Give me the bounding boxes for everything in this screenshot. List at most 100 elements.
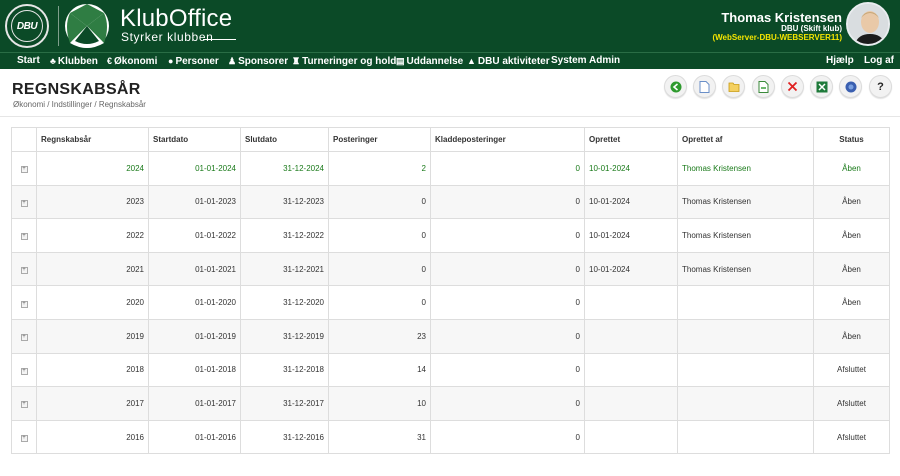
table-row[interactable]: +2023 01-01-2023 31-12-2023 0 0 10-01-2024 Tho… xyxy=(11,184,890,220)
nav-item-label: Uddannelse xyxy=(406,56,464,67)
graduation-cap-icon: ▲ xyxy=(467,56,476,66)
cell-oprettet: 10-01-2024 xyxy=(584,184,678,220)
row-expand-cell: + xyxy=(11,251,37,287)
table-row[interactable]: +2024 01-01-2024 31-12-2024 2 0 10-01-2024 Tho… xyxy=(11,151,890,186)
nav-item-turneringer[interactable]: ♜ Turneringer og hold xyxy=(292,54,396,69)
cell-status: Åben xyxy=(813,151,890,186)
delete-button[interactable] xyxy=(781,75,804,98)
cell-startdato: 01-01-2020 xyxy=(148,285,241,320)
nav-item-sponsorer[interactable]: ♟ Sponsorer xyxy=(228,54,288,69)
cell-posteringer: 23 xyxy=(328,318,431,354)
open-button[interactable] xyxy=(722,75,745,98)
table-row[interactable]: +2019 01-01-2019 31-12-2019 23 0 Åben xyxy=(11,318,890,354)
table-header-row: Regnskabsår Startdato Slutdato Postering… xyxy=(11,127,890,152)
switch-club-link[interactable]: DBU (Skift klub) xyxy=(781,24,842,33)
dbu-crest-logo[interactable]: DBU xyxy=(5,4,49,48)
nav-item-klubben[interactable]: ♣ Klubben xyxy=(50,54,98,69)
column-header-expand xyxy=(11,127,37,152)
cell-startdato: 01-01-2019 xyxy=(148,318,241,354)
excel-button[interactable] xyxy=(810,75,833,98)
help-button[interactable]: ? xyxy=(869,75,892,98)
nav-item-label: DBU aktiviteter xyxy=(477,56,550,67)
table-row[interactable]: +2022 01-01-2022 31-12-2022 0 0 10-01-2024 Tho… xyxy=(11,218,890,253)
cell-kladdeposteringer: 0 xyxy=(430,352,585,388)
column-header-posteringer[interactable]: Posteringer xyxy=(328,127,431,152)
nav-item-label: Start xyxy=(17,55,40,66)
cell-kladdeposteringer: 0 xyxy=(430,218,585,253)
cell-slutdato: 31-12-2017 xyxy=(240,386,329,421)
column-header-startdato[interactable]: Startdato xyxy=(148,127,241,152)
column-header-regnskabsar[interactable]: Regnskabsår xyxy=(36,127,149,152)
nav-item-start[interactable]: Start xyxy=(17,54,40,69)
row-expand-cell: + xyxy=(11,419,37,455)
column-header-kladdeposteringer[interactable]: Kladdeposteringer xyxy=(430,127,585,152)
expand-icon[interactable]: + xyxy=(20,233,28,241)
cell-posteringer: 0 xyxy=(328,251,431,287)
nav-item-log-af[interactable]: Log af xyxy=(864,54,894,69)
export-button[interactable] xyxy=(752,75,775,98)
nav-item-label: Turneringer og hold xyxy=(302,56,397,67)
cell-startdato: 01-01-2022 xyxy=(148,218,241,253)
table-row[interactable]: +2018 01-01-2018 31-12-2018 14 0 Afsluttet xyxy=(11,352,890,388)
expand-icon[interactable]: + xyxy=(20,199,28,207)
cell-oprettet-af: Thomas Kristensen xyxy=(677,251,814,287)
cell-posteringer: 2 xyxy=(328,151,431,186)
klubOffice-logo-icon[interactable] xyxy=(64,3,110,49)
column-header-oprettet-af[interactable]: Oprettet af xyxy=(677,127,814,152)
nav-item-personer[interactable]: ● Personer xyxy=(168,54,219,69)
nav-item-dbu-aktiviteter[interactable]: ▲ DBU aktiviteter xyxy=(467,54,550,69)
nav-item-system-admin[interactable]: System Admin xyxy=(551,54,620,69)
column-header-status[interactable]: Status xyxy=(813,127,890,152)
app-header: DBU KlubOffice Styrker klubben Thomas Kr… xyxy=(0,0,900,52)
cell-kladdeposteringer: 0 xyxy=(430,419,585,455)
row-expand-cell: + xyxy=(11,151,37,186)
new-button[interactable] xyxy=(693,75,716,98)
table-row[interactable]: +2021 01-01-2021 31-12-2021 0 0 10-01-2024 Tho… xyxy=(11,251,890,287)
cell-status: Afsluttet xyxy=(813,419,890,455)
table-row[interactable]: +2020 01-01-2020 31-12-2020 0 0 Åben xyxy=(11,285,890,320)
cell-oprettet-af xyxy=(677,318,814,354)
back-button[interactable] xyxy=(664,75,687,98)
sponsor-icon: ♟ xyxy=(228,56,237,66)
cell-slutdato: 31-12-2020 xyxy=(240,285,329,320)
row-expand-cell: + xyxy=(11,318,37,354)
nav-item-okonomi[interactable]: € Økonomi xyxy=(107,54,157,69)
cell-oprettet-af xyxy=(677,386,814,421)
expand-icon[interactable]: + xyxy=(20,267,28,275)
info-button[interactable] xyxy=(839,75,862,98)
cell-status: Afsluttet xyxy=(813,386,890,421)
expand-icon[interactable]: + xyxy=(20,334,28,342)
nav-item-label: Hjælp xyxy=(826,55,854,66)
cell-status: Åben xyxy=(813,251,890,287)
fiscal-years-table: Regnskabsår Startdato Slutdato Postering… xyxy=(11,127,890,455)
table-row[interactable]: +2016 01-01-2016 31-12-2016 31 0 Afsluttet xyxy=(11,419,890,455)
info-icon xyxy=(845,81,856,92)
column-header-oprettet[interactable]: Oprettet xyxy=(584,127,678,152)
row-expand-cell: + xyxy=(11,184,37,220)
cell-oprettet xyxy=(584,419,678,455)
row-expand-cell: + xyxy=(11,352,37,388)
cell-slutdato: 31-12-2016 xyxy=(240,419,329,455)
cell-kladdeposteringer: 0 xyxy=(430,151,585,186)
header-divider xyxy=(58,6,59,46)
nav-item-hjaelp[interactable]: Hjælp xyxy=(826,54,854,69)
cell-oprettet-af xyxy=(677,285,814,320)
column-header-slutdato[interactable]: Slutdato xyxy=(240,127,329,152)
expand-icon[interactable]: + xyxy=(20,166,28,174)
expand-icon[interactable]: + xyxy=(20,300,28,308)
expand-icon[interactable]: + xyxy=(20,367,28,375)
cell-status: Åben xyxy=(813,285,890,320)
cell-oprettet xyxy=(584,352,678,388)
avatar[interactable] xyxy=(846,2,890,46)
cell-regnskabsar: 2019 xyxy=(36,318,149,354)
people-icon: ● xyxy=(168,56,174,66)
cell-oprettet-af xyxy=(677,352,814,388)
tagline-underline xyxy=(203,39,236,40)
table-row[interactable]: +2017 01-01-2017 31-12-2017 10 0 Afsluttet xyxy=(11,386,890,421)
nav-item-uddannelse[interactable]: ▤ Uddannelse xyxy=(396,54,463,69)
avatar-photo-icon xyxy=(848,4,888,44)
row-expand-cell: + xyxy=(11,386,37,421)
cell-regnskabsar: 2016 xyxy=(36,419,149,455)
expand-icon[interactable]: + xyxy=(20,435,28,443)
expand-icon[interactable]: + xyxy=(20,401,28,409)
